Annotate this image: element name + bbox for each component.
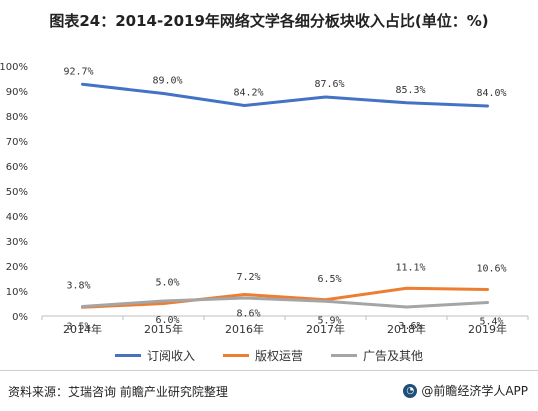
legend-label-copyright: 版权运营 bbox=[254, 349, 303, 363]
legend-label-subscription: 订阅收入 bbox=[146, 349, 195, 363]
source-note: 资料来源：艾瑞咨询 前瞻产业研究院整理 bbox=[8, 385, 228, 399]
y-tick-label: 30% bbox=[6, 237, 28, 248]
data-label-ads: 7.2% bbox=[236, 272, 260, 283]
data-label-subscription: 87.6% bbox=[314, 79, 344, 90]
brand-logo-icon: ◔ bbox=[403, 383, 418, 398]
data-label-ads: 3.6% bbox=[398, 321, 422, 332]
legend-item-copyright: 版权运营 bbox=[222, 347, 303, 364]
line-chart: 0% 10% 20% 30% 40% 50% 60% 70% 80% 90% 100% 2014年 20… bbox=[0, 62, 529, 336]
data-label-ads: 3.8% bbox=[66, 281, 90, 292]
data-label-ads: 5.9% bbox=[317, 315, 341, 326]
x-tick-label: 2014年 bbox=[63, 322, 102, 336]
data-label-copyright: 8.6% bbox=[236, 309, 260, 320]
data-label-copyright: 11.1% bbox=[395, 262, 425, 273]
legend-item-ads: 广告及其他 bbox=[331, 347, 423, 364]
chart-title: 图表24：2014-2019年网络文学各细分板块收入占比(单位：%) bbox=[49, 12, 489, 30]
legend-swatch-ads bbox=[331, 354, 357, 357]
y-tick-label: 90% bbox=[6, 87, 28, 98]
footer-divider bbox=[0, 370, 538, 371]
y-tick-label: 80% bbox=[6, 112, 28, 123]
data-label-ads: 6.0% bbox=[155, 315, 179, 326]
y-tick-label: 100% bbox=[0, 62, 28, 73]
legend-item-subscription: 订阅收入 bbox=[114, 347, 195, 364]
legend-swatch-copyright bbox=[222, 354, 249, 357]
x-tick-label: 2015年 bbox=[144, 322, 183, 336]
y-tick-label: 70% bbox=[6, 137, 28, 148]
y-tick-label: 20% bbox=[6, 262, 28, 273]
series-line-ads bbox=[81, 296, 489, 309]
data-label-subscription: 84.2% bbox=[233, 88, 263, 99]
data-label-subscription: 92.7% bbox=[63, 66, 93, 77]
data-label-layer: 92.7% 89.0% 84.2% 87.6% 85.3% 84.0% 3.5% 5.0% 8.… bbox=[63, 66, 506, 332]
series-layer bbox=[81, 82, 489, 309]
data-label-copyright: 3.5% bbox=[66, 321, 90, 332]
legend-swatch-subscription bbox=[114, 354, 141, 357]
data-label-copyright: 6.5% bbox=[317, 274, 341, 285]
y-tick-label: 40% bbox=[6, 212, 28, 223]
x-tick-label: 2019年 bbox=[468, 322, 507, 336]
series-line-copyright bbox=[81, 286, 489, 309]
legend-label-ads: 广告及其他 bbox=[363, 349, 424, 363]
data-label-ads: 5.4% bbox=[479, 317, 503, 328]
y-tick-label: 50% bbox=[6, 187, 28, 198]
y-tick-label: 0% bbox=[12, 312, 28, 323]
x-tick-label: 2018年 bbox=[387, 322, 426, 336]
data-label-copyright: 5.0% bbox=[155, 278, 179, 289]
y-tick-label: 60% bbox=[6, 162, 28, 173]
x-tick-label: 2016年 bbox=[225, 322, 264, 336]
axis-layer: 0% 10% 20% 30% 40% 50% 60% 70% 80% 90% 100% 2014年 20… bbox=[0, 62, 529, 336]
brand-text: @前瞻经济学人APP bbox=[421, 384, 528, 398]
data-label-copyright: 10.6% bbox=[476, 264, 506, 275]
y-tick-label: 10% bbox=[6, 287, 28, 298]
data-label-subscription: 89.0% bbox=[152, 76, 182, 87]
brand-credit: ◔ @前瞻经济学人APP bbox=[403, 382, 528, 399]
x-tick-label: 2017年 bbox=[306, 322, 345, 336]
data-label-subscription: 84.0% bbox=[476, 88, 506, 99]
series-line-subscription bbox=[81, 82, 489, 108]
legend: 订阅收入 版权运营 广告及其他 bbox=[0, 347, 538, 364]
data-label-subscription: 85.3% bbox=[395, 85, 425, 96]
